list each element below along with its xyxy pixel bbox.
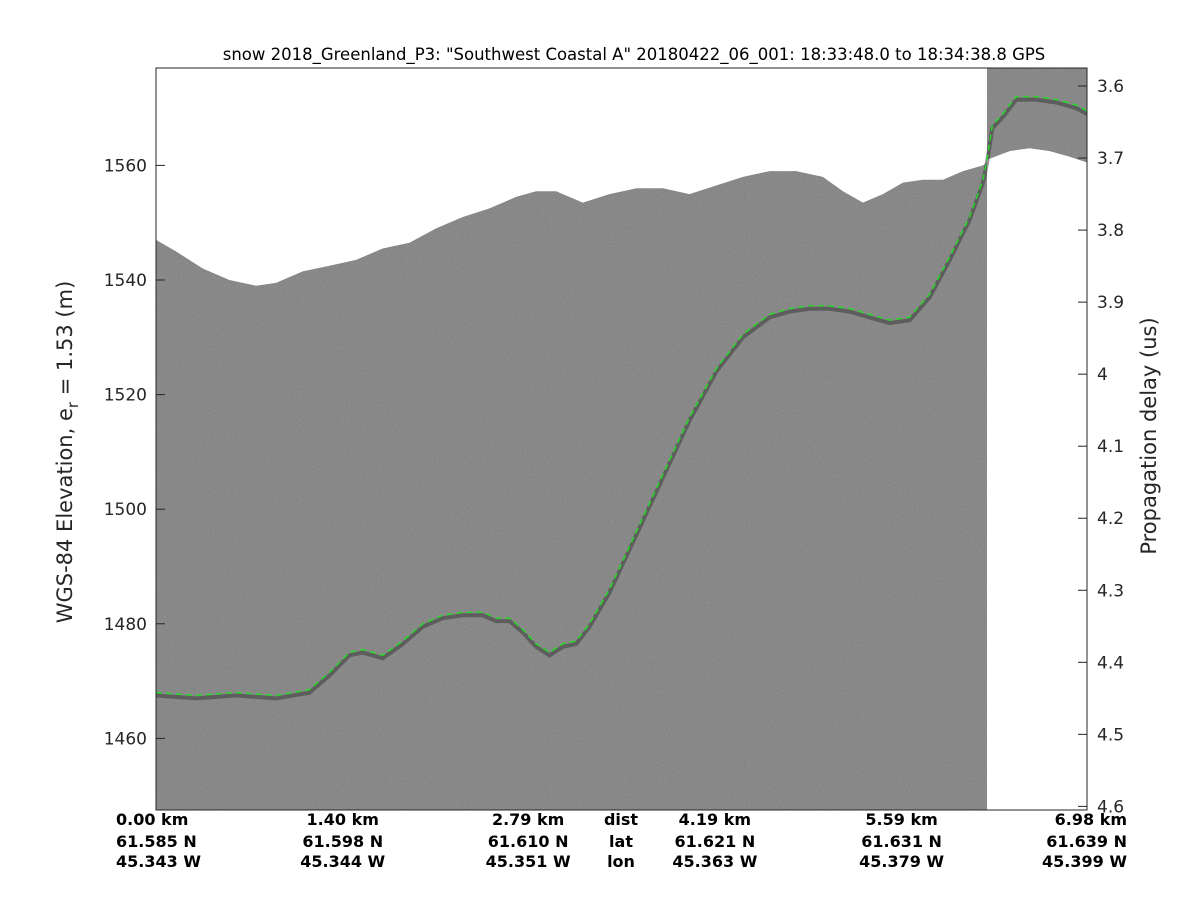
x-annotation-lat: 61.585 N bbox=[116, 832, 197, 851]
x-annotation-lon: 45.399 W bbox=[1042, 852, 1127, 871]
left-y-tick-label: 1540 bbox=[104, 271, 147, 291]
x-annotation-row-label: lon bbox=[607, 852, 635, 871]
tracked-layer-line bbox=[156, 95, 1087, 697]
right-y-tick-label: 4.2 bbox=[1097, 509, 1124, 529]
x-annotation-lon: 45.363 W bbox=[672, 852, 757, 871]
left-y-axis: 1460 1480 1500 1520 1540 1560 bbox=[104, 156, 165, 749]
right-y-tick-label: 4 bbox=[1097, 365, 1108, 385]
x-annotation-dist: 2.79 km bbox=[492, 810, 564, 829]
left-y-axis-title-suffix: = 1.53 (m) bbox=[53, 281, 77, 402]
x-annotation-dist: 0.00 km bbox=[116, 810, 188, 829]
right-y-tick-label: 3.7 bbox=[1097, 149, 1124, 169]
air-above-surface bbox=[156, 68, 987, 286]
right-y-tick-label: 3.8 bbox=[1097, 221, 1124, 241]
x-annotation-lon: 45.351 W bbox=[486, 852, 571, 871]
x-annotation-row-label: dist bbox=[604, 810, 638, 829]
right-y-tick-label: 4.3 bbox=[1097, 581, 1124, 601]
right-y-axis-title: Propagation delay (us) bbox=[1137, 317, 1161, 554]
left-y-tick-label: 1460 bbox=[104, 729, 147, 749]
x-annotation-lat: 61.598 N bbox=[302, 832, 383, 851]
left-y-tick-label: 1480 bbox=[104, 615, 147, 635]
left-y-axis-title-subscript: r bbox=[64, 401, 82, 408]
right-y-tick-label: 4.4 bbox=[1097, 653, 1124, 673]
left-y-axis-title: WGS-84 Elevation, er = 1.53 (m) bbox=[53, 281, 82, 624]
x-annotation-lon: 45.379 W bbox=[859, 852, 944, 871]
left-y-axis-title-prefix: WGS-84 Elevation, e bbox=[53, 408, 77, 623]
x-annotation-dist: 1.40 km bbox=[307, 810, 379, 829]
right-y-tick-label: 3.6 bbox=[1097, 77, 1124, 97]
right-y-axis: 3.6 3.7 3.8 3.9 4 4.1 4.2 4.3 4.4 4.5 4.6 bbox=[1078, 77, 1124, 817]
plot-frame bbox=[155, 67, 1088, 811]
x-annotation-lat: 61.621 N bbox=[675, 832, 756, 851]
x-annotation-dist: 5.59 km bbox=[865, 810, 937, 829]
chart-title: snow 2018_Greenland_P3: "Southwest Coast… bbox=[223, 45, 1046, 65]
plot-area bbox=[156, 68, 1087, 810]
no-data-region bbox=[987, 148, 1087, 810]
x-annotation-lon: 45.344 W bbox=[300, 852, 385, 871]
x-annotation-lat: 61.639 N bbox=[1046, 832, 1127, 851]
x-annotation-lat: 61.610 N bbox=[488, 832, 569, 851]
left-y-tick-label: 1500 bbox=[104, 500, 147, 520]
x-annotation-dist: 4.19 km bbox=[679, 810, 751, 829]
x-annotation-row-label: lat bbox=[609, 832, 633, 851]
left-y-tick-label: 1560 bbox=[104, 156, 147, 176]
x-annotation-lon: 45.343 W bbox=[116, 852, 201, 871]
right-y-tick-label: 4.6 bbox=[1097, 797, 1124, 817]
x-annotation-dist: 6.98 km bbox=[1055, 810, 1127, 829]
right-y-tick-label: 4.5 bbox=[1097, 725, 1124, 745]
right-y-tick-label: 3.9 bbox=[1097, 293, 1124, 313]
right-y-tick-label: 4.1 bbox=[1097, 437, 1124, 457]
left-y-tick-label: 1520 bbox=[104, 386, 147, 406]
x-annotation-lat: 61.631 N bbox=[861, 832, 942, 851]
